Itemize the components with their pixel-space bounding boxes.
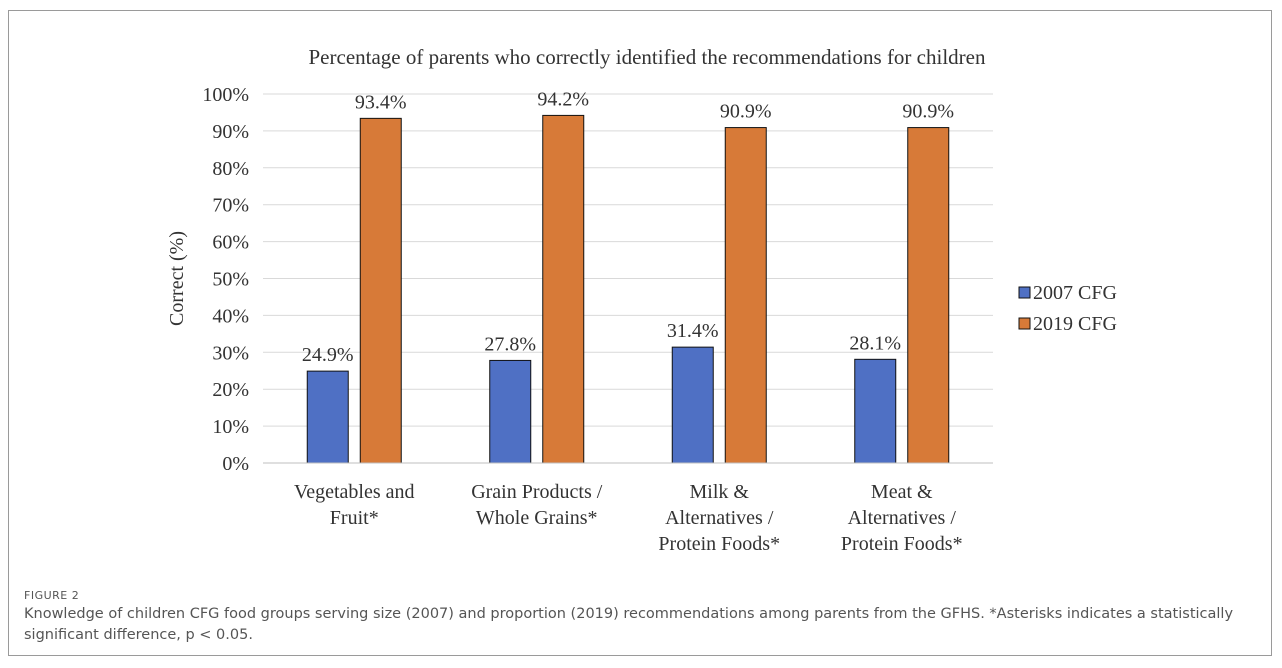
y-tick-label: 100% — [202, 84, 249, 106]
y-tick-label: 90% — [212, 121, 249, 143]
data-label: 90.9% — [720, 101, 772, 123]
y-tick-label: 80% — [212, 158, 249, 180]
x-tick-label: Alternatives / — [848, 507, 957, 529]
x-tick-label: Milk & — [690, 481, 750, 503]
legend-swatch — [1018, 317, 1031, 330]
legend-swatch — [1018, 286, 1031, 299]
bar-2019-cfg — [542, 114, 585, 464]
chart-title: Percentage of parents who correctly iden… — [309, 45, 986, 69]
bar-2007-cfg — [671, 346, 714, 464]
y-tick-label: 60% — [212, 232, 249, 254]
y-tick-label: 10% — [212, 416, 249, 438]
x-tick-label: Vegetables and — [294, 481, 415, 503]
x-tick-label: Alternatives / — [665, 507, 774, 529]
figure-label: FIGURE 2 — [24, 589, 80, 602]
legend-label: 2007 CFG — [1033, 282, 1117, 304]
bar-2019-cfg — [724, 127, 767, 464]
figure-caption: Knowledge of children CFG food groups se… — [24, 606, 1234, 643]
bar-chart: Percentage of parents who correctly iden… — [166, 45, 1117, 555]
y-tick-label: 0% — [222, 453, 249, 475]
data-label: 28.1% — [849, 332, 901, 354]
y-tick-label: 70% — [212, 195, 249, 217]
bar-2019-cfg — [359, 117, 402, 464]
bar-2007-cfg — [854, 358, 897, 464]
data-label: 94.2% — [537, 88, 589, 110]
figure-frame: Percentage of parents who correctly iden… — [8, 10, 1272, 656]
data-label: 27.8% — [484, 333, 536, 355]
y-tick-label: 40% — [212, 305, 249, 327]
bar-2007-cfg — [489, 359, 532, 464]
x-tick-label: Protein Foods* — [841, 533, 963, 555]
x-tick-label: Whole Grains* — [476, 507, 598, 529]
x-tick-label: Meat & — [871, 481, 933, 503]
data-label: 31.4% — [667, 320, 719, 342]
data-label: 24.9% — [302, 344, 354, 366]
x-tick-label: Grain Products / — [471, 481, 603, 503]
y-tick-label: 20% — [212, 379, 249, 401]
data-label: 90.9% — [902, 101, 954, 123]
y-axis-label: Correct (%) — [166, 231, 188, 326]
x-tick-label: Protein Foods* — [658, 533, 780, 555]
x-tick-label: Fruit* — [330, 507, 379, 529]
bar-2007-cfg — [306, 370, 349, 464]
bar-2019-cfg — [907, 127, 950, 464]
legend-label: 2019 CFG — [1033, 313, 1117, 335]
y-tick-label: 50% — [212, 269, 249, 291]
data-label: 93.4% — [355, 91, 407, 113]
y-tick-label: 30% — [212, 342, 249, 364]
